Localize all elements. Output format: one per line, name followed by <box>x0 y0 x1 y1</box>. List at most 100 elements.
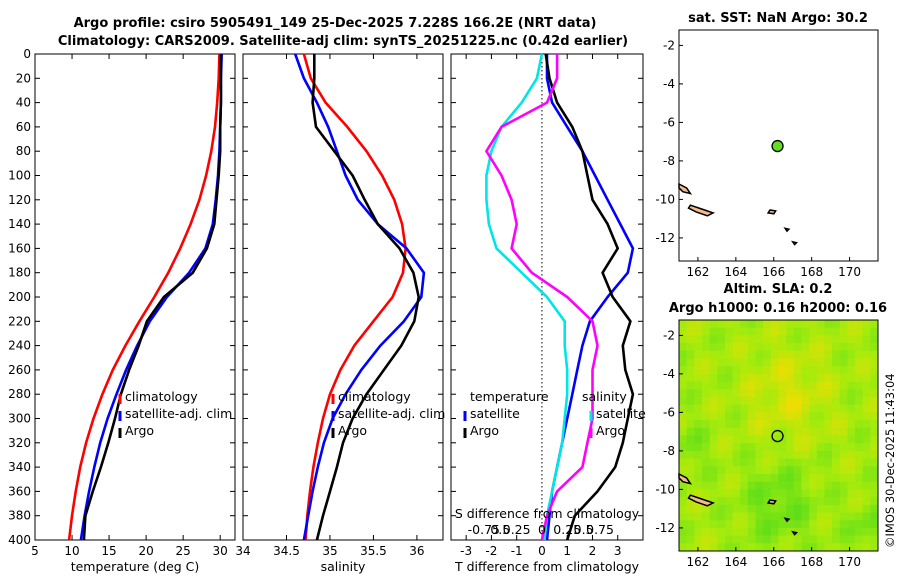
sla-cell <box>786 389 795 398</box>
sla-cell <box>763 489 772 498</box>
sla-cell <box>694 327 703 336</box>
sla-cell <box>847 543 856 552</box>
y-tick-label: 180 <box>8 266 31 280</box>
x-tick-label: 15 <box>101 544 116 558</box>
sla-cell <box>847 481 856 490</box>
sla-cell <box>816 327 825 336</box>
sla-cell <box>732 466 741 475</box>
sla-cell <box>740 443 749 452</box>
sla-cell <box>809 466 818 475</box>
sla-cell <box>809 404 818 413</box>
sla-cell <box>862 343 871 352</box>
sla-cell <box>732 381 741 390</box>
x-axis-label: T difference from climatology <box>454 559 640 574</box>
sla-cell <box>847 497 856 506</box>
sla-cell <box>786 535 795 544</box>
sla-cell <box>855 512 864 521</box>
sla-cell <box>824 458 833 467</box>
sla-cell <box>816 458 825 467</box>
sla-cell <box>717 435 726 444</box>
sla-cell <box>755 466 764 475</box>
sla-cell <box>862 404 871 413</box>
sla-cell <box>740 527 749 536</box>
sla-cell <box>709 504 718 513</box>
sla-cell <box>679 520 688 529</box>
sla-cell <box>732 512 741 521</box>
sla-cell <box>694 489 703 498</box>
series-line-climatology <box>67 53 221 541</box>
sla-cell <box>793 420 802 429</box>
sla-cell <box>755 458 764 467</box>
sla-cell <box>816 535 825 544</box>
sla-cell <box>832 427 841 436</box>
sla-cell <box>694 350 703 359</box>
sla-cell <box>786 427 795 436</box>
sla-cell <box>793 404 802 413</box>
sla-cell <box>793 474 802 483</box>
sla-cell <box>862 327 871 336</box>
sla-cell <box>732 481 741 490</box>
sla-cell <box>862 497 871 506</box>
sla-cell <box>747 397 756 406</box>
sla-cell <box>824 443 833 452</box>
sla-cell <box>862 350 871 359</box>
sla-cell <box>686 420 695 429</box>
sla-cell <box>717 481 726 490</box>
sla-cell <box>770 543 779 552</box>
figure-title-line1: Argo profile: csiro 5905491_149 25-Dec-2… <box>74 16 597 31</box>
sla-cell <box>801 450 810 459</box>
sla-cell <box>786 435 795 444</box>
sla-cell <box>679 543 688 552</box>
sla-cell <box>809 527 818 536</box>
sla-cell <box>740 381 749 390</box>
sla-cell <box>724 474 733 483</box>
sla-cell <box>832 527 841 536</box>
panel-salinity: 34 34.5 35 35.5 36 salinity climatology satelli… <box>235 53 445 574</box>
sla-cell <box>763 435 772 444</box>
sla-cell <box>778 427 787 436</box>
sla-cell <box>832 504 841 513</box>
sla-cell <box>717 504 726 513</box>
sla-cell <box>732 350 741 359</box>
legend-label: Argo <box>125 423 154 438</box>
sla-cell <box>870 450 879 459</box>
sla-cell <box>770 327 779 336</box>
map-sla_map: 162 164 166 168 170 -2 -4 -6 -8 -10 -12 <box>655 319 879 569</box>
sla-cell <box>747 358 756 367</box>
sla-cell <box>709 458 718 467</box>
sla-cell <box>816 404 825 413</box>
sla-cell <box>816 520 825 529</box>
sla-cell <box>839 358 848 367</box>
sla-cell <box>816 427 825 436</box>
sla-cell <box>747 404 756 413</box>
sla-cell <box>701 320 711 329</box>
sla-cell <box>824 543 833 552</box>
sla-cell <box>855 343 864 352</box>
sla-cell <box>701 512 711 521</box>
sla-cell <box>778 458 787 467</box>
sla-cell <box>679 435 688 444</box>
sla-cell <box>870 404 879 413</box>
sla-cell <box>679 389 688 398</box>
map-frame <box>678 319 879 552</box>
sla-cell <box>847 397 856 406</box>
sla-cell <box>862 381 871 390</box>
sla-cell <box>701 458 711 467</box>
island-outline <box>783 517 791 523</box>
sla-cell <box>701 404 711 413</box>
series-line-argo <box>82 54 223 541</box>
x-tick-label: 30 <box>213 544 228 558</box>
sla-cell <box>694 343 703 352</box>
sla-cell <box>732 497 741 506</box>
sla-cell <box>740 366 749 375</box>
sla-cell <box>694 335 703 344</box>
sla-cell <box>770 489 779 498</box>
sla-cell <box>824 427 833 436</box>
sla-cell <box>694 435 703 444</box>
sla-cell <box>732 427 741 436</box>
legend-label: satellite <box>470 406 520 421</box>
sla-cell <box>870 343 879 352</box>
sla-cell <box>770 412 779 421</box>
sla-cell <box>832 543 841 552</box>
